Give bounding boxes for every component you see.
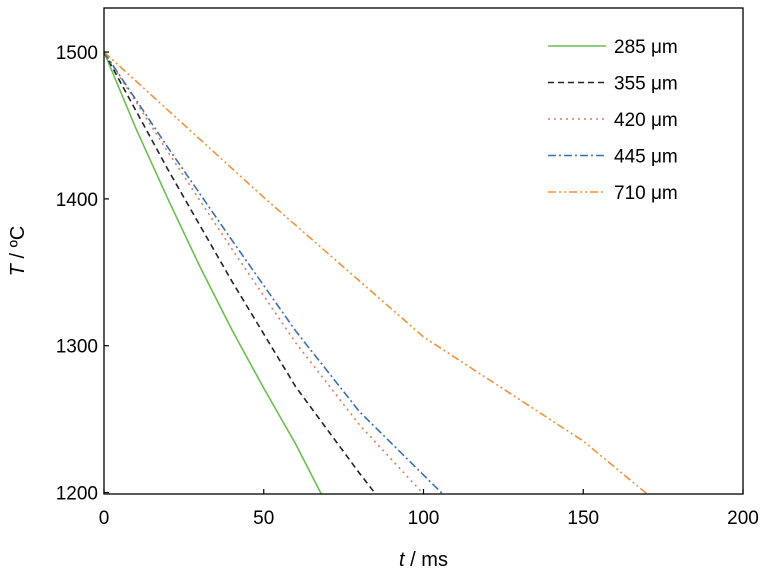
tick-labels: 0 50 100 150 200 1200 1300 1400 1500: [56, 43, 759, 529]
series-line: [103, 51, 444, 495]
y-axis-title: T / ºC: [7, 226, 29, 277]
legend-label: 355 μm: [614, 74, 678, 95]
x-tick-label: 150: [567, 508, 599, 529]
series-line: [103, 51, 377, 495]
y-tick-label: 1200: [56, 484, 98, 505]
legend-label: 420 μm: [614, 110, 678, 131]
y-tick-label: 1500: [56, 43, 98, 64]
y-tick-label: 1300: [56, 337, 98, 358]
x-tick-label: 100: [408, 508, 440, 529]
plot-lines: [103, 51, 648, 495]
x-axis-unit: / ms: [405, 549, 448, 571]
y-axis-unit: / ºC: [7, 226, 29, 264]
x-tick-label: 50: [253, 508, 274, 529]
series-line: [103, 51, 648, 495]
x-tick-label: 200: [727, 508, 759, 529]
legend-label: 285 μm: [614, 37, 678, 58]
y-axis-symbol: T: [7, 262, 29, 276]
legend: 285 μm 355 μm 420 μm 445 μm 710 μm: [548, 37, 678, 204]
legend-label: 445 μm: [614, 147, 678, 168]
series-line: [103, 51, 323, 495]
legend-label: 710 μm: [614, 183, 678, 204]
y-tick-label: 1400: [56, 190, 98, 211]
series-line: [103, 51, 425, 495]
x-axis-title: t / ms: [399, 549, 448, 571]
axis-ticks: [103, 51, 744, 494]
x-axis-symbol: t: [399, 549, 406, 571]
x-tick-label: 0: [99, 508, 110, 529]
